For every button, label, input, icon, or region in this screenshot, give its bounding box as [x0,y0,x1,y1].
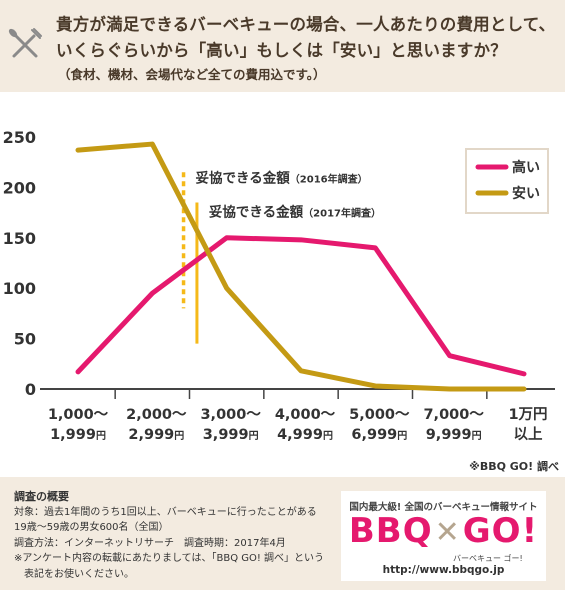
survey-note: ※アンケート内容の転載にあたりましては、「BBQ GO! 調べ」という [14,553,325,564]
fork-knife-icon [8,28,42,58]
survey-title: 調査の概要 [14,490,69,503]
survey-method: 調査方法：インターネットリサーチ 調査時期：2017年4月 [14,537,286,549]
x-tick-label: 以上 [514,426,543,443]
source-note: ※BBQ GO! 調べ [469,460,559,473]
legend-label: 安い [512,185,540,202]
y-tick-label: 250 [3,128,36,147]
x-axis-labels: 1,000～ 1,999円 2,000～ 2,999円 3,000～ 3,999円 4,00… [48,406,548,443]
chart-series [75,141,527,392]
logo-kana: バーベキュー ゴー! [453,554,523,563]
x-tick-label: 7,000～ [423,407,484,423]
logo-brand-right: GO! [462,511,539,551]
survey-target: 対象：過去1年間のうち1回以上、バーベキューに行ったことがある [14,506,317,518]
fork-knife-icon: ✕ [434,515,461,550]
question-line-1: 貴方が満足できるバーベキューの場合、一人あたりの費用として、 [56,15,556,34]
legend-box [465,148,549,214]
survey-note-2: 表記をお使いください。 [24,568,134,580]
logo-url[interactable]: http://www.bbqgo.jp [382,564,505,576]
x-tick-label: 2,999円 [128,427,184,443]
x-tick-label: 6,999円 [351,427,407,443]
chart-annotations: 妥協できる金額（2016年調査） 妥協できる金額（2017年調査） [181,169,381,344]
annotation-2017-label: 妥協できる金額（2017年調査） [209,204,381,221]
x-tick-label: 1,000～ [48,407,109,423]
logo-brand-left: BBQ [348,511,433,551]
header-banner: 貴方が満足できるバーベキューの場合、一人あたりの費用として、 いくらぐらいから「… [0,0,565,92]
logo-wordmark: BBQ✕GO! [341,511,546,551]
survey-target-2: 19歳～59歳の男女600名（全国） [14,522,169,533]
y-tick-label: 200 [3,178,36,197]
x-tick-label: 3,999円 [203,427,259,443]
y-tick-label: 0 [25,380,36,399]
question-note: （食材、機材、会場代など全ての費用込です。） [58,67,326,82]
x-tick-label: 1,999円 [50,427,106,443]
question-line-2: いくらぐらいから「高い」もしくは「安い」と思いますか？ [56,41,507,60]
bbqgo-logo[interactable]: 国内最大級! 全国のバーベキュー情報サイト BBQ✕GO! バーベキュー ゴー!… [341,491,546,581]
annotation-2016-label: 妥協できる金額（2016年調査） [196,169,368,186]
x-tick-label: 3,000～ [200,407,261,423]
y-tick-label: 100 [3,279,36,298]
x-tick-label: 4,999円 [277,427,333,443]
logo-tagline: 国内最大級! 全国のバーベキュー情報サイト [349,502,538,513]
legend-label: 高い [512,159,540,176]
survey-summary: 調査の概要 対象：過去1年間のうち1回以上、バーベキューに行ったことがある 19… [14,489,329,582]
x-tick-label: 5,000～ [349,407,410,423]
x-tick-label: 1万円 [508,406,547,423]
x-tick-label: 4,000～ [275,407,336,423]
y-tick-label: 150 [3,229,36,248]
y-tick-label: 50 [14,330,36,349]
series-line-yasui [75,141,527,392]
x-tick-label: 2,000～ [126,407,187,423]
footer-panel: 調査の概要 対象：過去1年間のうち1回以上、バーベキューに行ったことがある 19… [0,477,565,590]
x-tick-label: 9,999円 [426,427,482,443]
series-line-takai [75,235,527,377]
